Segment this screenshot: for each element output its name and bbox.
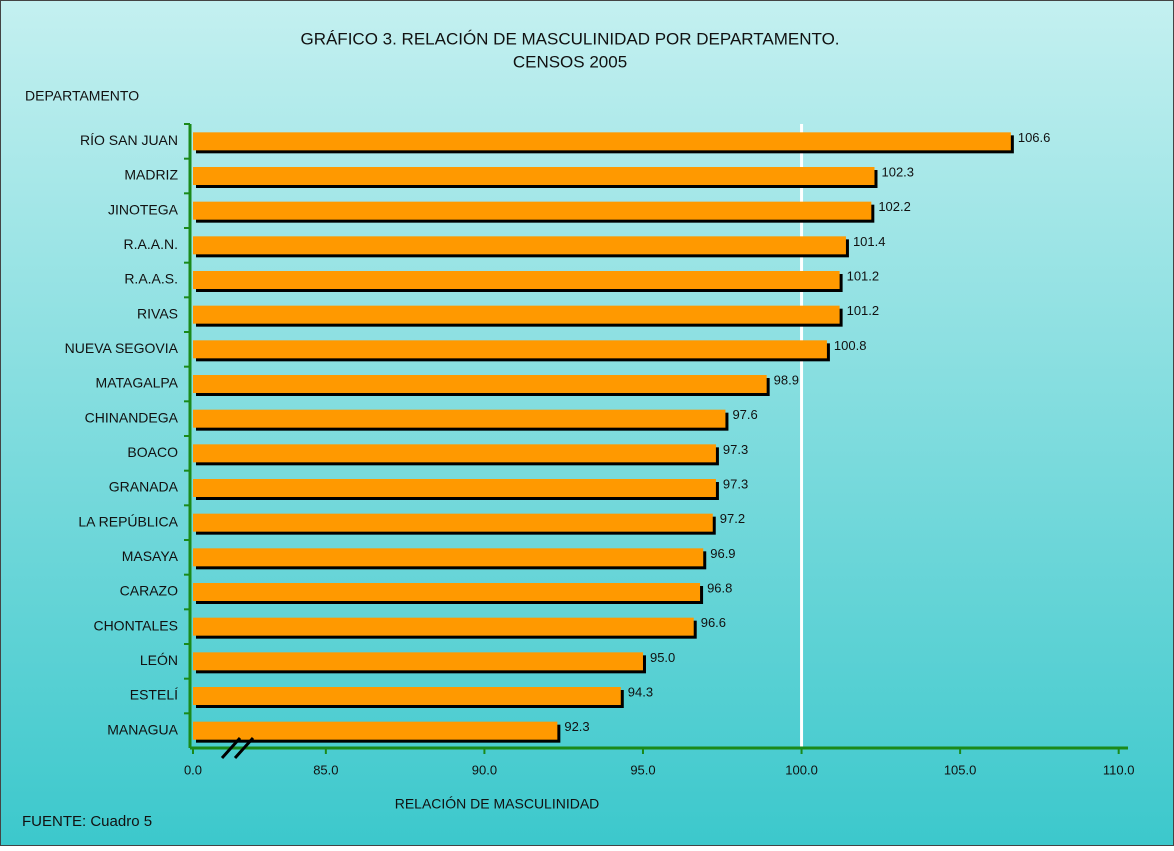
bar: [193, 305, 840, 324]
bar: [193, 444, 716, 463]
bar: [193, 375, 767, 393]
y-tick-label: ESTELÍ: [130, 687, 178, 703]
bar: [193, 201, 872, 220]
y-tick-label: NUEVA SEGOVIA: [65, 340, 179, 356]
bar: [193, 340, 827, 359]
value-label: 96.6: [701, 615, 726, 630]
bar: [193, 236, 846, 255]
chart-subtitle: CENSOS 2005: [513, 52, 627, 71]
bar: [193, 652, 643, 671]
value-label: 98.9: [774, 372, 799, 387]
y-tick-label: CHINANDEGA: [85, 409, 179, 425]
bar: [193, 617, 694, 636]
y-tick-label: MADRIZ: [124, 167, 178, 183]
value-label: 102.2: [878, 199, 911, 214]
y-tick-label: R.A.A.S.: [124, 271, 178, 287]
bar: [193, 479, 716, 497]
value-label: 100.8: [834, 338, 867, 353]
bar: [193, 583, 701, 601]
value-label: 101.4: [853, 234, 886, 249]
y-tick-label: LA REPÚBLICA: [78, 513, 178, 529]
x-tick-label: 0.0: [184, 762, 202, 777]
y-tick-label: RIVAS: [137, 305, 178, 321]
x-axis-label: RELACIÓN DE MASCULINIDAD: [395, 796, 600, 812]
y-axis-label: DEPARTAMENTO: [25, 88, 139, 104]
x-tick-label: 95.0: [630, 762, 655, 777]
y-tick-label: LEÓN: [140, 652, 178, 668]
y-tick-label: JINOTEGA: [108, 201, 179, 217]
y-tick-label: R.A.A.N.: [124, 236, 178, 252]
y-tick-label: RÍO SAN JUAN: [80, 132, 178, 148]
x-tick-label: 90.0: [472, 762, 497, 777]
value-label: 102.3: [881, 164, 914, 179]
value-label: 97.3: [723, 476, 748, 491]
y-tick-label: GRANADA: [109, 479, 179, 495]
bar: [193, 271, 840, 289]
value-label: 101.2: [847, 268, 880, 283]
y-tick-label: MATAGALPA: [96, 375, 179, 391]
bar: [193, 687, 621, 705]
value-label: 94.3: [628, 684, 653, 699]
y-tick-label: BOACO: [127, 444, 178, 460]
y-tick-label: CHONTALES: [93, 617, 178, 633]
y-tick-label: MASAYA: [122, 548, 179, 564]
source-note: FUENTE: Cuadro 5: [22, 813, 152, 830]
value-label: 106.6: [1018, 130, 1051, 145]
bar: [193, 548, 704, 567]
value-label: 97.3: [723, 442, 748, 457]
x-tick-label: 85.0: [313, 762, 338, 777]
x-tick-label: 110.0: [1103, 762, 1135, 777]
chart-title: GRÁFICO 3. RELACIÓN DE MASCULINIDAD POR …: [300, 29, 839, 48]
bar: [193, 409, 726, 428]
value-label: 97.6: [732, 407, 757, 422]
x-tick-label: 105.0: [944, 762, 977, 777]
bar: [193, 132, 1011, 151]
axis-break: [233, 736, 255, 760]
value-label: 92.3: [564, 719, 589, 734]
value-label: 97.2: [720, 511, 745, 526]
x-tick-label: 100.0: [785, 762, 818, 777]
value-label: 96.8: [707, 580, 732, 595]
y-tick-label: CARAZO: [120, 583, 178, 599]
value-label: 95.0: [650, 650, 675, 665]
value-label: 101.2: [847, 303, 880, 318]
bar: [193, 721, 558, 740]
bar: [193, 513, 713, 532]
bar: [193, 167, 875, 185]
axis-break: [220, 736, 242, 760]
value-label: 96.9: [710, 546, 735, 561]
y-tick-label: MANAGUA: [107, 721, 178, 737]
